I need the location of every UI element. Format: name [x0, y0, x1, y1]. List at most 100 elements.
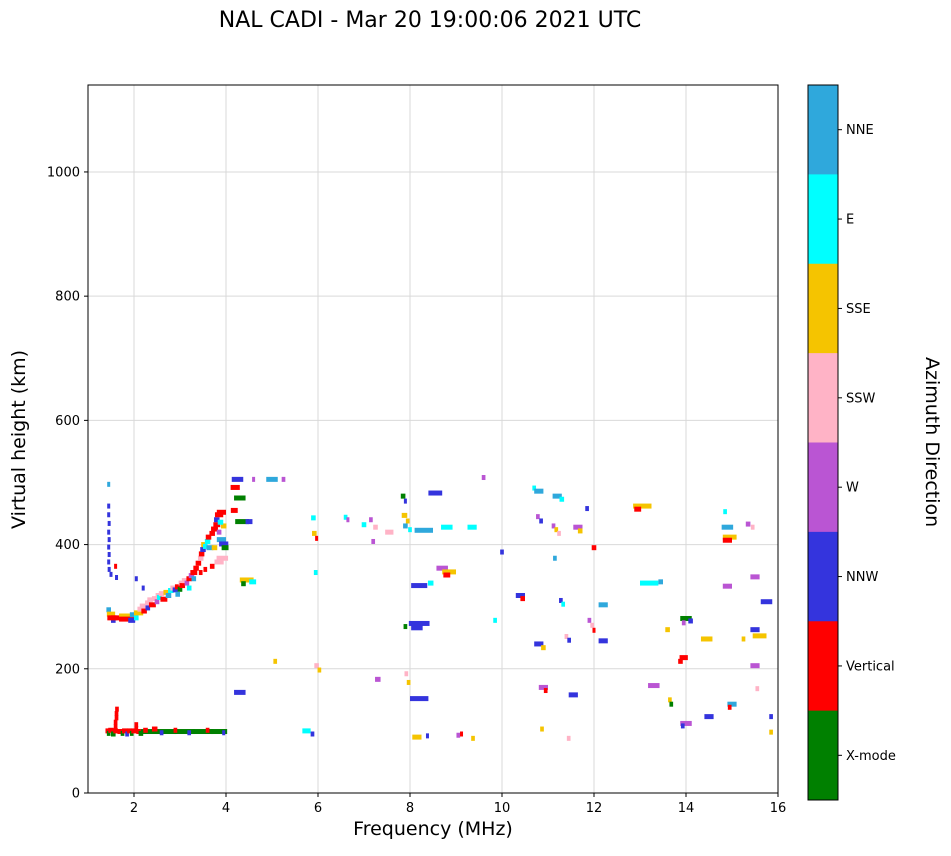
echo-point	[404, 671, 409, 677]
echo-point	[107, 529, 111, 535]
echo-point	[154, 599, 160, 605]
echo-point	[577, 528, 583, 534]
echo-point	[179, 583, 186, 589]
echo-point	[119, 616, 136, 622]
echo-point	[566, 735, 571, 741]
plot-border	[87, 84, 779, 794]
echo-point	[585, 506, 589, 512]
echo-point	[187, 730, 192, 736]
echo-point	[532, 485, 537, 491]
echo-point	[471, 735, 475, 741]
echo-point	[128, 617, 136, 623]
y-axis-label: Virtual height (km)	[8, 349, 30, 529]
echo-point	[598, 638, 608, 644]
echo-point	[520, 596, 525, 602]
echo-point	[598, 602, 608, 608]
echo-point	[114, 563, 118, 569]
echo-point	[311, 515, 316, 521]
colorbar-segment	[808, 353, 838, 443]
echo-point	[107, 481, 111, 487]
colorbar-segment	[808, 621, 838, 712]
x-axis-label: Frequency (MHz)	[353, 818, 513, 840]
echo-point	[755, 686, 760, 692]
echo-point	[406, 679, 411, 685]
echo-point	[559, 597, 563, 603]
echo-point	[175, 591, 180, 597]
echo-point	[214, 559, 224, 565]
echo-point	[312, 530, 317, 536]
x-tick-label: 10	[494, 801, 511, 816]
echo-point	[172, 587, 179, 593]
echo-point	[669, 701, 674, 707]
echo-point	[680, 723, 685, 729]
echo-point	[115, 574, 119, 580]
echo-point	[414, 527, 433, 533]
echo-point	[554, 527, 559, 533]
echo-point	[186, 585, 192, 591]
echo-point	[428, 490, 443, 496]
echo-point	[750, 524, 755, 530]
echo-point	[538, 684, 548, 690]
echo-point	[266, 476, 278, 482]
echo-point	[205, 534, 212, 540]
echo-point	[111, 615, 125, 621]
echo-point	[371, 538, 376, 544]
echo-point	[137, 606, 145, 612]
echo-point	[467, 524, 477, 530]
echo-point	[553, 555, 557, 561]
echo-point	[216, 537, 226, 543]
y-tick-label: 800	[55, 290, 80, 305]
colorbar-tick-label: W	[846, 481, 859, 496]
echo-point	[109, 571, 113, 577]
echo-point	[493, 617, 497, 623]
echo-point	[543, 688, 548, 694]
echo-point	[760, 599, 773, 605]
echo-point	[665, 627, 670, 633]
echo-point	[273, 658, 278, 664]
echo-point	[200, 547, 206, 553]
echo-point	[668, 697, 672, 703]
echo-point	[163, 589, 169, 595]
echo-point	[727, 701, 737, 707]
echo-point	[648, 683, 660, 689]
echo-point	[302, 728, 311, 734]
echo-point	[403, 624, 408, 630]
echo-point	[127, 728, 132, 734]
colorbar-tick-label: NNE	[846, 123, 874, 138]
colorbar-tick-label: SSE	[846, 302, 871, 317]
echo-point	[134, 576, 138, 582]
echo-point	[138, 730, 144, 736]
echo-point	[723, 509, 727, 515]
echo-point	[700, 636, 713, 642]
echo-point	[315, 535, 319, 541]
colorbar-tick-label: NNW	[846, 570, 878, 585]
echo-point	[564, 633, 569, 639]
echo-point	[634, 506, 642, 512]
echo-point	[188, 573, 195, 579]
echo-point	[107, 566, 111, 572]
echo-point	[230, 507, 238, 513]
echo-point	[704, 714, 714, 720]
echo-point	[148, 602, 156, 608]
echo-point	[534, 488, 544, 494]
echo-point	[106, 730, 111, 736]
echo-point	[401, 512, 408, 518]
echo-point	[252, 476, 256, 482]
echo-point	[155, 729, 177, 735]
echo-point	[160, 596, 168, 602]
colorbar-segment	[808, 442, 838, 533]
echo-point	[633, 503, 652, 509]
echo-point	[239, 577, 254, 583]
x-tick-label: 6	[314, 801, 322, 816]
echo-point	[114, 711, 119, 717]
colorbar-segment	[808, 263, 838, 354]
echo-point	[203, 543, 208, 549]
echo-point	[145, 605, 151, 611]
colorbar-tick-label: SSW	[846, 391, 876, 406]
echo-point	[198, 551, 205, 557]
echo-point	[551, 523, 556, 529]
echo-point	[198, 570, 203, 576]
x-tick-label: 14	[678, 801, 695, 816]
echo-point	[375, 676, 381, 682]
